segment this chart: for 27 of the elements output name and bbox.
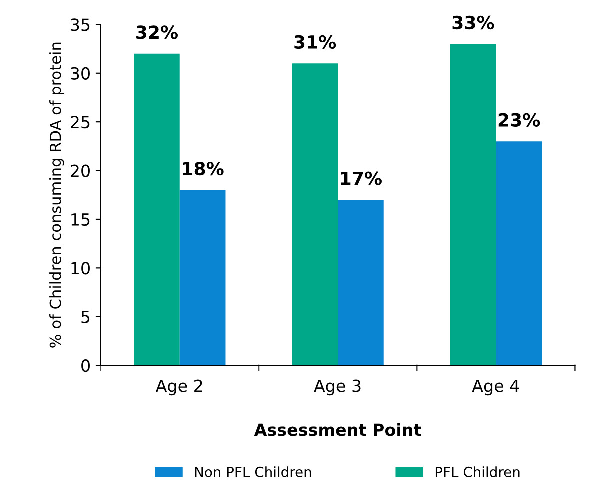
y-tick-label: 10 bbox=[72, 262, 90, 275]
y-tick-label: 5 bbox=[82, 311, 90, 324]
bar bbox=[450, 44, 496, 366]
y-tick-label: 35 bbox=[71, 18, 90, 32]
legend-label: PFL Children bbox=[436, 466, 520, 478]
x-tick-label: Age 2 bbox=[156, 380, 202, 396]
bar bbox=[496, 142, 542, 366]
data-label: 23% bbox=[498, 113, 540, 127]
x-tick-label: Age 3 bbox=[314, 380, 361, 396]
data-label: 17% bbox=[341, 172, 382, 186]
bar bbox=[134, 54, 180, 366]
x-tick-label: Age 4 bbox=[472, 380, 520, 396]
y-tick-label: 25 bbox=[71, 116, 90, 129]
data-label: 32% bbox=[136, 26, 178, 40]
data-label: 33% bbox=[452, 16, 494, 30]
legend-label: Non PFL Children bbox=[195, 466, 312, 478]
data-label: 31% bbox=[294, 35, 336, 50]
y-tick-label: 0 bbox=[82, 360, 90, 372]
data-label: 18% bbox=[183, 162, 224, 176]
bar bbox=[292, 64, 338, 366]
y-tick-label: 20 bbox=[71, 164, 90, 178]
bar bbox=[180, 190, 226, 366]
y-axis-title: % of Children consuming RDA of protein bbox=[50, 42, 64, 348]
bar bbox=[338, 200, 384, 366]
y-tick-label: 15 bbox=[72, 214, 90, 226]
x-axis-title: Assessment Point bbox=[254, 423, 422, 436]
y-tick-label: 30 bbox=[71, 67, 90, 80]
